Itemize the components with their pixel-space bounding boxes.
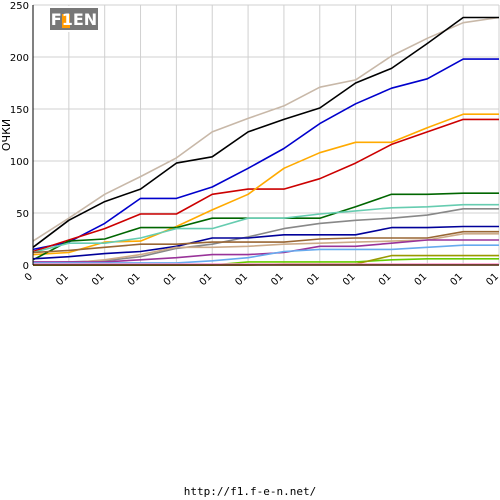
x-tick-label: 01: [90, 271, 107, 288]
x-tick-label: 01: [54, 271, 71, 288]
grid: [32, 4, 500, 266]
x-tick-label: 01: [377, 271, 394, 288]
x-tick-label: 01: [341, 271, 358, 288]
logo-text: F1EN: [51, 10, 97, 29]
x-tick-label: 01: [305, 271, 322, 288]
x-tick-label: 0: [23, 271, 35, 283]
series-line-3: [32, 58, 499, 251]
series-line-9: [32, 225, 499, 260]
x-tick-label: 01: [448, 271, 465, 288]
x-tick-label: 01: [269, 271, 286, 288]
y-tick-label: 50: [16, 209, 29, 220]
series-line-10: [32, 230, 499, 254]
series-line-7: [32, 203, 499, 254]
plot-background: [33, 5, 499, 265]
y-axis-label: ОЧКИ: [0, 119, 13, 151]
x-tick-label: 01: [484, 271, 500, 288]
y-tick-label: 200: [10, 53, 29, 64]
series-line-2: [32, 16, 499, 248]
x-tick-label: 01: [162, 271, 179, 288]
series-line-8: [32, 208, 499, 264]
x-tick-label: 01: [198, 271, 215, 288]
x-tick-label: 01: [233, 271, 250, 288]
series-line-1: [32, 16, 500, 242]
x-tick-label: 01: [126, 271, 143, 288]
series-lines: [32, 16, 500, 266]
x-tick-label: 01: [413, 271, 430, 288]
footer-url[interactable]: http://f1.f-e-n.net/: [183, 485, 317, 498]
y-tick-label: 100: [10, 157, 29, 168]
y-tick-label: 250: [10, 1, 29, 12]
x-tick-labels: 0 01 01 01 01 01 01 01 01 01 01 01 01 01: [23, 271, 500, 288]
series-line-12: [33, 239, 499, 263]
y-tick-label: 150: [10, 105, 29, 116]
series-line-13: [33, 244, 499, 264]
series-line-4: [32, 118, 499, 253]
site-logo: F1EN: [48, 6, 100, 32]
y-tick-labels: 0 50 100 150 200 250: [10, 1, 29, 272]
y-tick-label: 0: [23, 261, 29, 272]
